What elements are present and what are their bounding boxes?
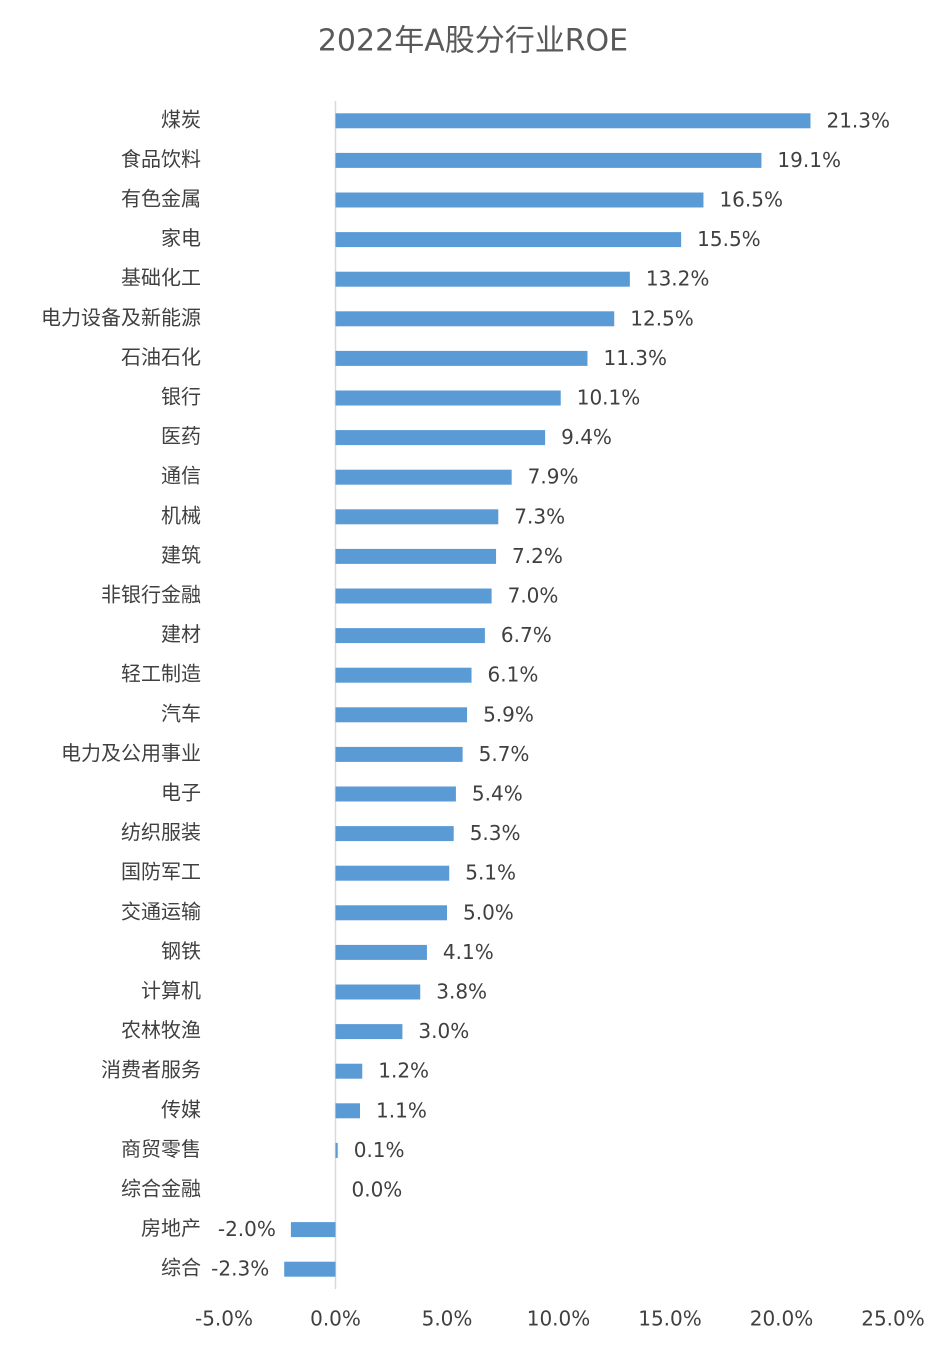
bar [335, 905, 447, 921]
y-tick-label: 有色金属 [121, 187, 201, 211]
y-tick-label: 商贸零售 [121, 1137, 201, 1161]
bar [335, 826, 454, 842]
bar [335, 944, 427, 960]
bar [335, 271, 630, 287]
bar [335, 113, 811, 129]
y-tick-label: 纺织服装 [121, 820, 201, 844]
x-tick-label: 10.0% [527, 1307, 591, 1331]
bar [335, 786, 456, 802]
y-tick-label: 轻工制造 [121, 662, 201, 686]
value-label: 5.4% [472, 782, 523, 806]
value-label: 5.0% [463, 900, 514, 924]
bar [335, 390, 561, 406]
value-label: 1.2% [378, 1059, 429, 1083]
value-label: 0.1% [354, 1138, 405, 1162]
bar [335, 588, 492, 604]
y-tick-label: 基础化工 [121, 266, 201, 290]
y-tick-label: 消费者服务 [101, 1058, 201, 1082]
bar [335, 232, 682, 248]
y-tick-label: 钢铁 [161, 939, 201, 963]
bar [335, 311, 615, 327]
y-tick-label: 机械 [161, 503, 201, 527]
value-label: 5.7% [479, 742, 530, 766]
y-tick-label: 房地产 [141, 1216, 201, 1240]
value-label: 4.1% [443, 940, 494, 964]
y-tick-label: 传媒 [161, 1097, 201, 1121]
y-tick-label: 建筑 [161, 543, 201, 567]
bar [335, 350, 588, 366]
y-tick-label: 国防军工 [121, 860, 201, 884]
y-tick-label: 食品饮料 [121, 147, 201, 171]
value-label: 5.9% [483, 702, 534, 726]
x-tick-label: 5.0% [422, 1307, 473, 1331]
y-tick-label: 农林牧渔 [121, 1018, 201, 1042]
value-label: 21.3% [826, 108, 890, 132]
y-tick-label: 汽车 [161, 701, 201, 725]
bar [335, 1103, 361, 1119]
value-label: 9.4% [561, 425, 612, 449]
bar [335, 152, 762, 168]
value-label: 6.7% [501, 623, 552, 647]
value-label: 7.0% [508, 584, 559, 608]
y-tick-label: 计算机 [141, 979, 201, 1003]
x-tick-label: 0.0% [310, 1307, 361, 1331]
y-tick-label: 电子 [161, 781, 201, 805]
value-label: 19.1% [777, 148, 841, 172]
value-label: 13.2% [646, 267, 710, 291]
bar [335, 1024, 403, 1040]
bar [335, 509, 499, 525]
value-label: 0.0% [352, 1178, 403, 1202]
chart-title: 2022年A股分行业ROE [318, 24, 628, 59]
value-label: 12.5% [630, 306, 694, 330]
x-tick-label: 25.0% [861, 1307, 925, 1331]
bar [335, 707, 468, 723]
x-tick-label: 15.0% [638, 1307, 702, 1331]
value-label: 3.0% [418, 1019, 469, 1043]
value-label: 5.3% [470, 821, 521, 845]
y-tick-label: 建材 [161, 622, 201, 646]
value-label: -2.3% [211, 1257, 269, 1281]
value-label: 10.1% [577, 386, 641, 410]
value-label: 5.1% [465, 861, 516, 885]
bar [335, 984, 421, 1000]
value-label: 7.9% [528, 465, 579, 489]
value-label: 6.1% [488, 663, 539, 687]
bar [335, 1063, 363, 1079]
y-tick-label: 银行 [161, 385, 201, 409]
x-tick-label: 20.0% [750, 1307, 814, 1331]
bar [290, 1222, 336, 1238]
y-tick-label: 煤炭 [161, 107, 201, 131]
y-tick-label: 交通运输 [121, 899, 201, 923]
y-tick-label: 石油石化 [121, 345, 201, 369]
bar [335, 192, 704, 208]
bar [335, 667, 472, 683]
bar [284, 1261, 336, 1277]
value-label: 1.1% [376, 1098, 427, 1122]
value-label: 11.3% [603, 346, 667, 370]
y-tick-label: 通信 [161, 464, 201, 488]
y-tick-label: 家电 [161, 226, 201, 250]
bar [335, 628, 485, 644]
y-tick-label: 综合 [161, 1256, 201, 1280]
value-label: 7.3% [514, 504, 565, 528]
value-label: 3.8% [436, 980, 487, 1004]
value-label: 16.5% [719, 188, 783, 212]
y-tick-label: 电力设备及新能源 [41, 305, 201, 329]
value-label: -2.0% [218, 1217, 276, 1241]
bar [335, 548, 497, 564]
bar [335, 430, 546, 446]
y-tick-label: 综合金融 [121, 1177, 201, 1201]
value-label: 7.2% [512, 544, 563, 568]
y-tick-label: 医药 [161, 424, 201, 448]
value-label: 15.5% [697, 227, 761, 251]
y-tick-label: 非银行金融 [101, 583, 201, 607]
bar [335, 865, 450, 881]
bar [335, 1142, 338, 1158]
bar [335, 469, 512, 485]
x-tick-label: -5.0% [195, 1307, 253, 1331]
bar [335, 746, 463, 762]
y-tick-label: 电力及公用事业 [61, 741, 201, 765]
